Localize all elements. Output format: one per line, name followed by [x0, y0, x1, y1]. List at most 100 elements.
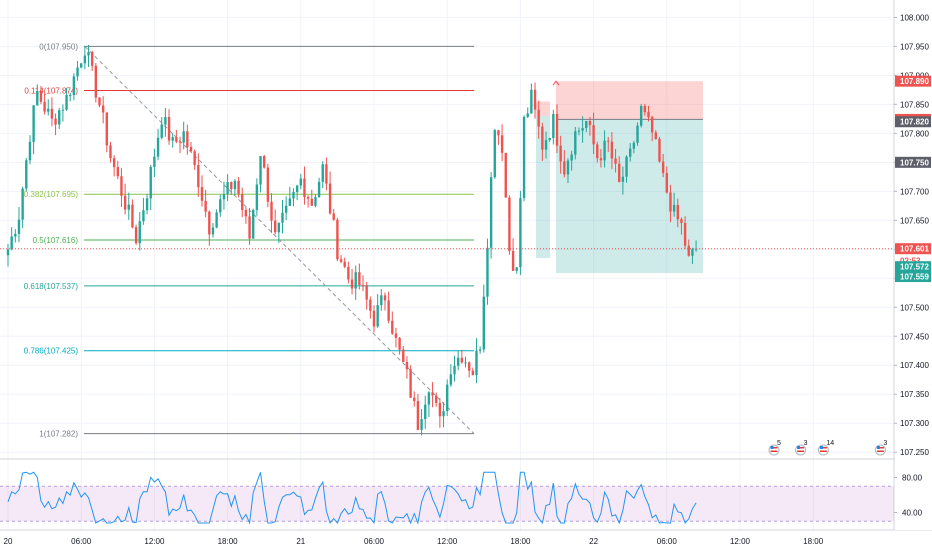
- candle-body: [295, 185, 299, 193]
- flag-stripe: [819, 450, 827, 452]
- candle: [661, 154, 665, 178]
- candle: [328, 171, 332, 215]
- candle: [405, 356, 409, 379]
- candle: [263, 154, 266, 169]
- candle-body: [138, 221, 141, 244]
- candle-body: [156, 137, 160, 157]
- candle-body: [669, 192, 672, 212]
- price-tick-label: 107.350: [900, 390, 929, 399]
- candle: [687, 239, 690, 257]
- candle: [226, 174, 229, 202]
- candle-body: [383, 295, 387, 301]
- candle-body: [43, 101, 46, 112]
- candle: [149, 164, 152, 211]
- event-flag[interactable]: 3: [795, 440, 808, 456]
- candle-body: [127, 204, 130, 210]
- candle: [80, 63, 83, 69]
- candle-body: [310, 198, 313, 206]
- candle: [669, 184, 672, 223]
- candle-body: [497, 130, 500, 136]
- candle: [672, 192, 676, 217]
- candle: [599, 149, 603, 168]
- candle: [36, 84, 39, 106]
- candle: [555, 104, 559, 154]
- candle: [354, 265, 357, 300]
- flag-stripe: [876, 450, 884, 452]
- time-tick-label: 06:00: [364, 537, 385, 546]
- candle-body: [585, 120, 588, 129]
- candle: [365, 282, 368, 310]
- candle-body: [581, 128, 584, 131]
- candle: [270, 193, 273, 233]
- short-position-tool[interactable]: [536, 80, 703, 274]
- candle-body: [263, 156, 266, 168]
- event-count: 3: [883, 440, 887, 447]
- fibonacci-retracement[interactable]: 0(107.950) 0.114(107.874) 0.382(107.695) 0.…: [24, 42, 475, 439]
- candle: [138, 212, 141, 251]
- candle-body: [559, 145, 562, 162]
- candle: [467, 361, 471, 378]
- candle-body: [328, 183, 332, 214]
- candle: [658, 136, 661, 163]
- price-tick-label: 107.700: [900, 187, 929, 196]
- candle-body: [204, 200, 207, 212]
- time-axis[interactable]: 20 06:00 12:00 18:00 21 06:00 12:00 18:00 22 06:0…: [4, 537, 824, 546]
- candle-body: [552, 114, 555, 139]
- candle: [58, 107, 61, 129]
- candle-body: [424, 404, 427, 420]
- candle: [526, 107, 529, 119]
- candle-body: [149, 166, 152, 199]
- candle: [90, 50, 94, 71]
- candle-body: [219, 199, 222, 213]
- candle-body: [332, 213, 335, 220]
- event-flag[interactable]: 3: [874, 440, 887, 456]
- candle-body: [607, 140, 610, 142]
- candle: [680, 217, 683, 235]
- candle-body: [72, 76, 76, 96]
- event-flag[interactable]: 5: [768, 440, 781, 456]
- candle-body: [467, 362, 471, 371]
- price-label: 107.750: [895, 156, 931, 168]
- candle-body: [54, 118, 57, 125]
- candle: [446, 379, 449, 416]
- candle: [618, 156, 621, 183]
- candle: [21, 186, 24, 229]
- candle-body: [592, 125, 595, 145]
- candle-body: [650, 117, 654, 133]
- time-tick-label: 18:00: [218, 537, 239, 546]
- event-flag[interactable]: 14: [817, 440, 834, 456]
- candlestick-series: [6, 44, 698, 436]
- candle-body: [109, 145, 112, 159]
- candle-body: [610, 141, 614, 159]
- candle: [292, 188, 295, 207]
- take-profit-zone[interactable]: [556, 119, 703, 274]
- candle: [413, 391, 416, 407]
- stop-loss-zone[interactable]: [556, 81, 703, 120]
- candle: [427, 391, 431, 417]
- candle-body: [603, 140, 606, 161]
- economic-events[interactable]: 5 3 14 3: [768, 440, 887, 456]
- candle: [237, 177, 240, 198]
- candle-body: [208, 211, 211, 235]
- candle-body: [101, 105, 105, 113]
- time-tick-label: 22: [589, 537, 598, 546]
- candle: [486, 238, 489, 305]
- candle-body: [431, 392, 434, 396]
- candle: [376, 294, 379, 328]
- price-label-bg: [895, 243, 931, 255]
- price-tick-label: 107.450: [900, 332, 929, 341]
- candle-body: [17, 219, 21, 234]
- candle-body: [676, 204, 679, 220]
- candle: [394, 327, 398, 348]
- candle: [72, 73, 76, 101]
- candle-body: [486, 247, 489, 297]
- candle: [211, 223, 215, 238]
- candle-body: [6, 249, 10, 256]
- price-label-text: 107.601: [900, 245, 929, 254]
- candle-body: [134, 227, 138, 244]
- fib-level-0-114: 0.114(107.874): [24, 86, 474, 95]
- candle-body: [211, 227, 215, 235]
- candle: [581, 116, 584, 143]
- candle-body: [387, 300, 390, 321]
